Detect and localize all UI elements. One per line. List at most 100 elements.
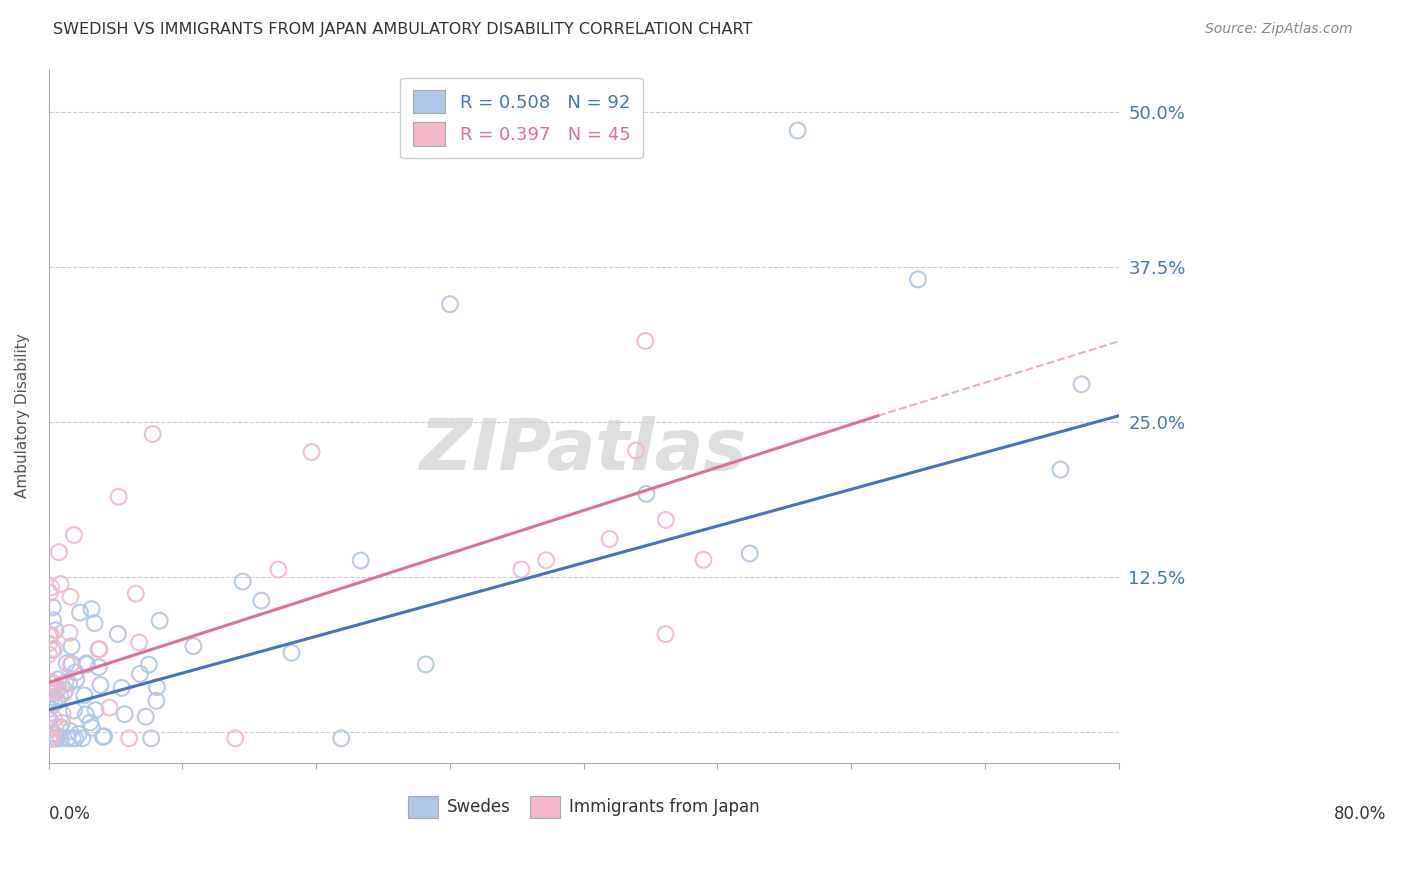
Point — [59, 723, 82, 738]
Point — [89, 678, 111, 692]
Point — [267, 563, 290, 577]
Point — [42, 613, 65, 627]
Point — [183, 639, 205, 653]
Point — [145, 694, 167, 708]
Point — [44, 712, 66, 726]
Point — [59, 590, 82, 604]
Point — [41, 686, 63, 700]
Point — [69, 606, 91, 620]
Point — [250, 593, 273, 607]
Point — [53, 686, 76, 700]
Point — [39, 731, 62, 746]
Point — [44, 721, 66, 735]
Point — [1070, 377, 1092, 392]
Point — [330, 731, 353, 746]
Point — [98, 700, 121, 714]
Point — [75, 707, 97, 722]
Point — [599, 532, 621, 546]
Point — [439, 297, 461, 311]
Point — [75, 657, 97, 671]
Point — [138, 657, 160, 672]
Point — [51, 715, 73, 730]
Point — [58, 625, 80, 640]
Point — [39, 628, 62, 642]
Point — [44, 731, 66, 746]
Point — [52, 707, 75, 722]
Point — [63, 528, 86, 542]
Point — [41, 675, 63, 690]
Point — [76, 657, 98, 672]
Point — [38, 731, 60, 746]
Point — [125, 587, 148, 601]
Point — [38, 722, 60, 736]
Point — [55, 675, 77, 690]
Point — [60, 657, 83, 671]
Legend: Swedes, Immigrants from Japan: Swedes, Immigrants from Japan — [402, 789, 766, 824]
Point — [45, 731, 67, 746]
Point — [129, 667, 152, 681]
Point — [39, 581, 62, 595]
Point — [42, 696, 65, 710]
Point — [39, 731, 62, 746]
Point — [62, 731, 84, 746]
Point — [65, 731, 87, 746]
Point — [39, 731, 62, 746]
Text: SWEDISH VS IMMIGRANTS FROM JAPAN AMBULATORY DISABILITY CORRELATION CHART: SWEDISH VS IMMIGRANTS FROM JAPAN AMBULAT… — [53, 22, 752, 37]
Point — [89, 642, 111, 657]
Point — [654, 627, 676, 641]
Point — [46, 681, 69, 695]
Point — [67, 727, 90, 741]
Point — [301, 445, 323, 459]
Point — [65, 673, 87, 687]
Point — [87, 642, 110, 657]
Point — [107, 490, 129, 504]
Point — [91, 730, 114, 744]
Point — [135, 709, 157, 723]
Point — [224, 731, 246, 746]
Point — [39, 731, 62, 746]
Point — [38, 676, 60, 690]
Point — [44, 641, 66, 656]
Point — [39, 682, 62, 697]
Point — [93, 729, 115, 743]
Point — [42, 683, 65, 698]
Point — [49, 577, 72, 591]
Point — [56, 731, 79, 746]
Point — [49, 731, 72, 746]
Text: Source: ZipAtlas.com: Source: ZipAtlas.com — [1205, 22, 1353, 37]
Point — [142, 427, 165, 442]
Point — [49, 690, 72, 704]
Point — [510, 562, 533, 576]
Point — [1049, 463, 1071, 477]
Text: 80.0%: 80.0% — [1334, 805, 1386, 822]
Point — [49, 720, 72, 734]
Point — [41, 684, 63, 698]
Point — [48, 545, 70, 559]
Point — [60, 640, 83, 654]
Point — [38, 636, 60, 650]
Point — [38, 714, 60, 728]
Point — [114, 707, 136, 722]
Y-axis label: Ambulatory Disability: Ambulatory Disability — [15, 334, 30, 499]
Point — [38, 731, 60, 746]
Point — [146, 680, 169, 694]
Point — [118, 731, 141, 746]
Point — [38, 731, 60, 746]
Point — [38, 731, 60, 746]
Point — [38, 731, 60, 746]
Point — [39, 731, 62, 746]
Point — [128, 635, 150, 649]
Point — [38, 586, 60, 600]
Point — [39, 722, 62, 736]
Point — [42, 683, 65, 698]
Point — [280, 646, 302, 660]
Point — [42, 731, 65, 746]
Text: 0.0%: 0.0% — [49, 805, 90, 822]
Point — [41, 690, 63, 705]
Point — [141, 731, 163, 746]
Point — [38, 731, 60, 746]
Point — [636, 487, 658, 501]
Point — [41, 731, 63, 746]
Point — [232, 574, 254, 589]
Point — [907, 272, 929, 286]
